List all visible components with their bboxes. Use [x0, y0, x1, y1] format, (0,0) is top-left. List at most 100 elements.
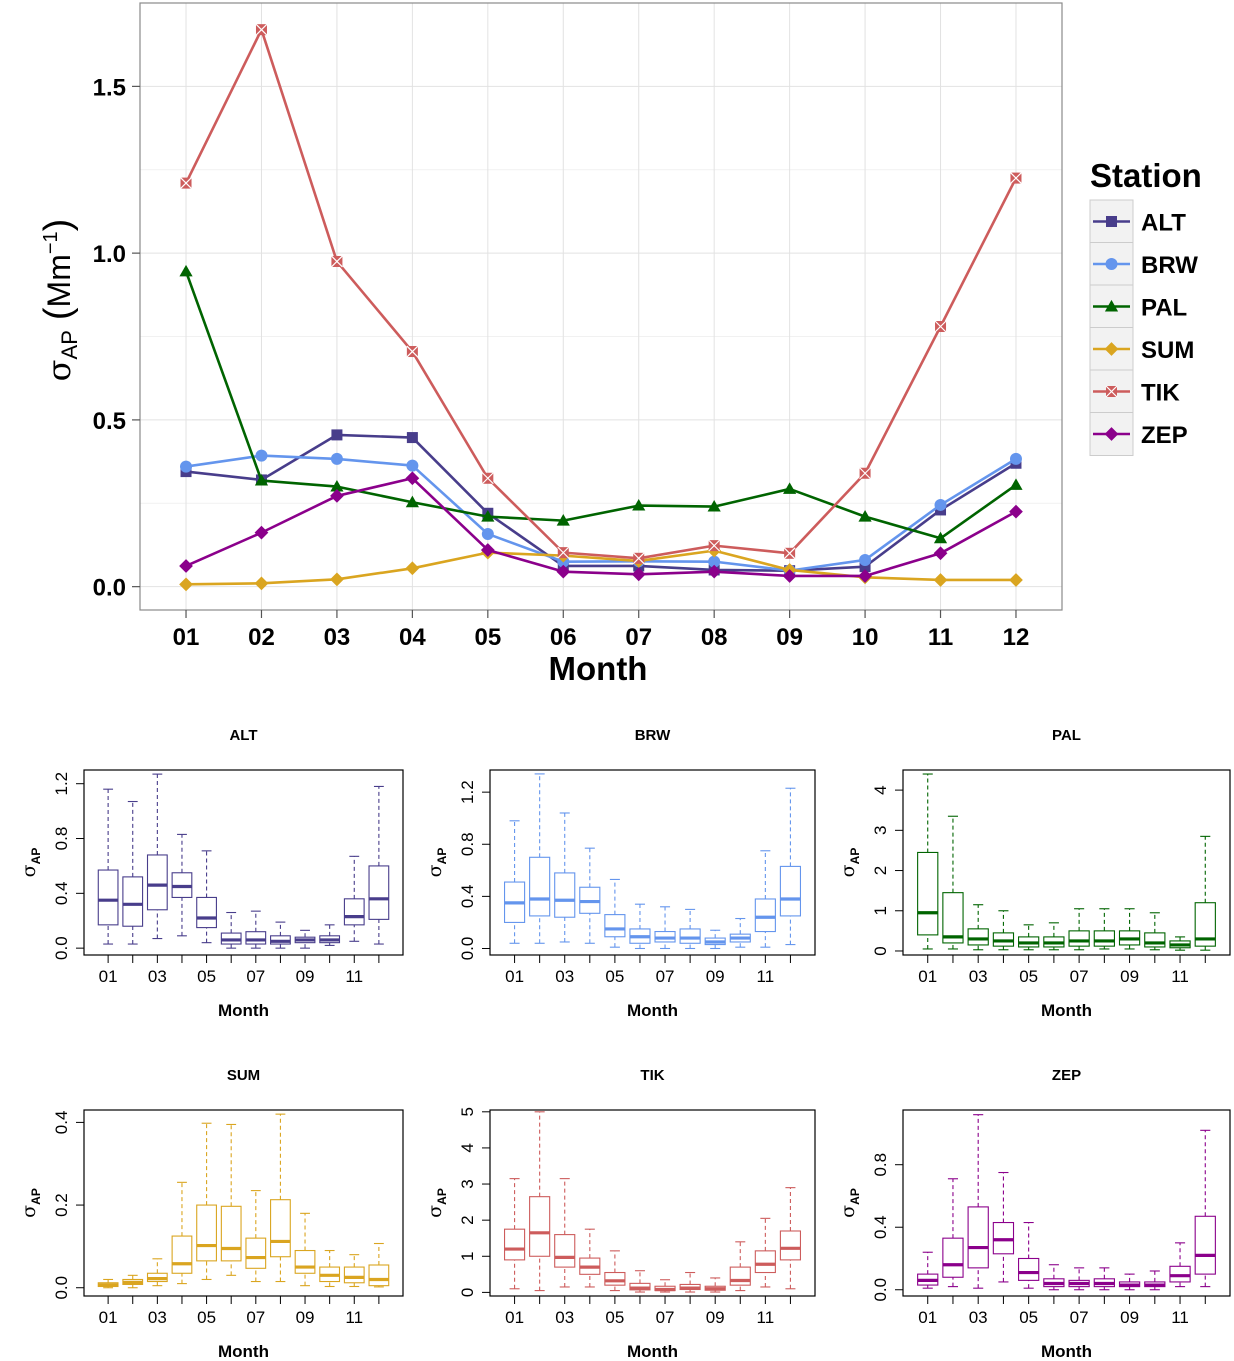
box-panel-frame — [902, 769, 1231, 956]
box-x-tick-label: 01 — [99, 1308, 118, 1327]
box-x-tick-label: 07 — [656, 967, 675, 986]
box-x-tick-label: 11 — [345, 967, 363, 986]
box-x-tick-label: 09 — [706, 967, 725, 986]
main-x-tick-label: 04 — [399, 624, 426, 651]
box-month — [629, 903, 651, 950]
box-iqr — [1194, 1215, 1216, 1275]
box-month — [917, 1251, 939, 1289]
data-point-sum — [405, 561, 420, 576]
box-iqr — [343, 1266, 365, 1284]
series-line-sum — [186, 549, 1016, 586]
box-month — [1194, 835, 1216, 951]
box-iqr — [554, 872, 576, 918]
data-point-zep — [480, 543, 495, 557]
box-iqr — [196, 896, 217, 929]
legend-key-marker — [1105, 385, 1118, 398]
box-y-tick-label: 1 — [458, 1252, 477, 1261]
box-month — [754, 850, 776, 948]
box-y-label-symbol: σ — [424, 864, 446, 877]
legend-key-marker — [1104, 299, 1119, 312]
box-x-tick-label: 11 — [345, 1308, 363, 1327]
legend-label: SUM — [1141, 337, 1194, 364]
box-month — [779, 1187, 802, 1290]
box-y-tick-label: 0.0 — [458, 937, 477, 961]
series-line-zep — [185, 476, 1017, 578]
box-x-tick-label: 07 — [656, 1308, 675, 1327]
data-point-pal — [632, 499, 646, 511]
box-month — [604, 878, 626, 948]
box-iqr — [554, 1234, 576, 1268]
box-y-label-subscript: AP — [435, 1188, 449, 1205]
data-point-zep — [631, 567, 646, 582]
box-panel-title: TIK — [640, 1067, 664, 1084]
box-y-tick-label: 0.8 — [52, 827, 71, 851]
data-point-zep — [933, 546, 948, 561]
y-label-subscript: AP — [57, 330, 82, 359]
box-y-label-subscript: AP — [29, 848, 43, 865]
legend-label: PAL — [1141, 295, 1187, 322]
box-y-tick-label: 1 — [871, 906, 890, 915]
box-month — [146, 1258, 168, 1287]
data-point-zep — [556, 564, 571, 579]
box-month — [1144, 912, 1166, 951]
box-x-axis-label: Month — [218, 1342, 269, 1361]
legend-label: BRW — [1141, 252, 1198, 279]
box-y-tick-label: 0.0 — [52, 936, 71, 960]
box-month — [779, 787, 802, 946]
series-line-brw — [185, 454, 1017, 572]
box-iqr — [245, 1237, 267, 1269]
series-line-tik — [184, 28, 1018, 560]
box-y-tick-label: 2 — [871, 866, 890, 875]
box-iqr — [604, 914, 626, 938]
box-x-tick-label: 09 — [1120, 967, 1139, 986]
box-panel-alt: ALT 0.0 0.4 0.8 1.2 01 03 05 07 09 11 Month σAP — [18, 727, 404, 1020]
main-x-tick-label: 03 — [324, 624, 351, 651]
box-month — [1093, 1267, 1115, 1291]
legend-item-tik: TIK — [1089, 369, 1180, 414]
box-month — [654, 906, 676, 950]
box-month — [604, 1250, 626, 1292]
box-panel-title: ZEP — [1052, 1067, 1081, 1084]
box-x-tick-label: 11 — [1171, 967, 1189, 986]
data-point-sum — [179, 577, 193, 592]
legend-item-sum: SUM — [1089, 327, 1194, 371]
box-month — [529, 773, 551, 944]
box-y-tick-label: 0.8 — [871, 1153, 890, 1177]
box-iqr — [1018, 1257, 1040, 1281]
data-point-pal — [1009, 478, 1023, 490]
box-x-tick-label: 05 — [605, 967, 624, 986]
box-month — [579, 1228, 601, 1288]
box-x-axis-label: Month — [218, 1001, 269, 1020]
box-y-tick-label: 0 — [871, 946, 890, 955]
box-iqr — [942, 892, 964, 944]
box-month — [171, 1181, 193, 1285]
box-month — [967, 904, 989, 951]
data-point-pal — [707, 500, 721, 512]
box-panel-frame — [902, 1109, 1231, 1297]
box-x-tick-label: 03 — [148, 1308, 167, 1327]
legend-key-marker — [1104, 427, 1119, 441]
y-label-exponent: −1 — [40, 231, 62, 254]
box-month — [729, 1241, 751, 1292]
series-zep — [179, 471, 1023, 583]
box-month — [368, 1242, 390, 1288]
box-y-tick-label: 0.4 — [52, 882, 71, 906]
box-x-tick-label: 07 — [1070, 1308, 1089, 1327]
box-y-tick-label: 0.8 — [458, 832, 477, 856]
box-month — [122, 1274, 144, 1289]
box-month — [270, 921, 291, 949]
series-pal — [179, 264, 1023, 544]
box-iqr — [146, 854, 168, 911]
box-iqr — [343, 898, 365, 926]
data-point-pal — [556, 514, 570, 526]
data-point-zep — [254, 525, 269, 540]
box-x-tick-label: 05 — [605, 1308, 624, 1327]
box-y-label-symbol: σ — [837, 864, 859, 877]
box-month — [1043, 922, 1065, 951]
box-month — [704, 929, 726, 950]
legend-item-zep: ZEP — [1089, 412, 1188, 456]
legend-key-marker — [1105, 258, 1118, 270]
data-point-brw — [934, 498, 947, 511]
